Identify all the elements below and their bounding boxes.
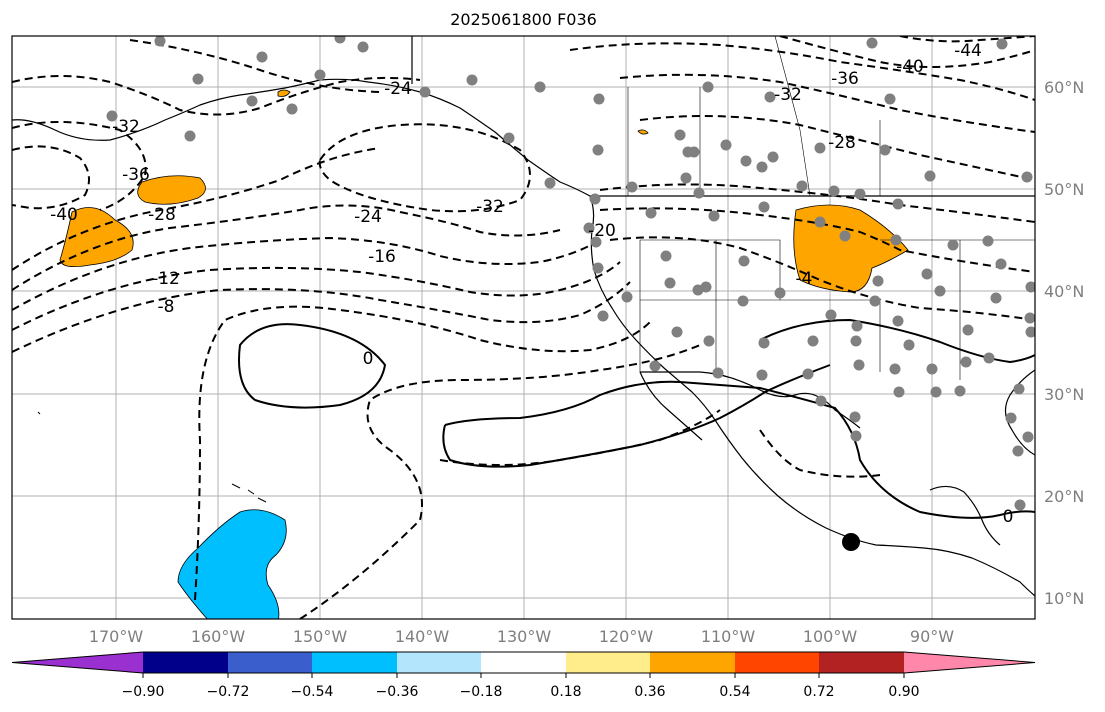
map-title: 2025061800 F036	[450, 10, 597, 29]
colorbar-segment	[143, 652, 228, 673]
colorbar-segment	[735, 652, 819, 673]
contour-label: -8	[158, 297, 175, 317]
lat-label: 40°N	[1044, 282, 1085, 301]
colorbar	[11, 651, 1036, 678]
orange-region-bering	[59, 207, 134, 268]
contour-label: -24	[354, 207, 382, 227]
colorbar-segment	[819, 652, 904, 673]
contour-label: -36	[831, 69, 859, 89]
contour-label: -4	[796, 269, 813, 289]
contour-label: -32	[112, 117, 140, 137]
lat-label: 20°N	[1044, 487, 1085, 506]
map-border	[11, 35, 1036, 620]
colorbar-segment	[650, 652, 735, 673]
lon-label: 170°W	[88, 627, 144, 646]
contour-label: -16	[368, 247, 396, 267]
lon-label: 120°W	[598, 627, 654, 646]
lon-label: 110°W	[700, 627, 756, 646]
colorbar-segment	[312, 652, 397, 673]
colorbar-segment	[481, 652, 566, 673]
colorbar-segment	[566, 652, 650, 673]
islands	[37, 411, 267, 503]
contour-label: -44	[954, 41, 982, 61]
colorbar-segment-high-extend	[904, 652, 1035, 673]
lat-label: 30°N	[1044, 385, 1085, 404]
colorbar-label: 0.18	[550, 684, 582, 700]
orange-spot-alaska	[277, 89, 291, 97]
lon-label: 140°W	[394, 627, 450, 646]
colorbar-segment	[228, 652, 312, 673]
contour-label: -28	[828, 133, 856, 153]
lon-label: 100°W	[802, 627, 858, 646]
contours-negative	[12, 36, 1035, 619]
contour-label: -20	[588, 221, 616, 241]
colorbar-segment	[397, 652, 481, 673]
contour-label: -32	[476, 197, 504, 217]
colorbar-label: −0.36	[375, 684, 419, 700]
contour-labels: -44 -40 -40 -36 -36 -32 -32 -32 -28 -28 …	[50, 41, 1013, 527]
colorbar-label: 0.72	[803, 684, 835, 700]
contour-label: -28	[148, 205, 176, 225]
contour-label: -40	[896, 57, 924, 77]
contour-label: 0	[363, 349, 374, 369]
colorbar-label: 0.54	[719, 684, 751, 700]
lat-label: 50°N	[1044, 180, 1085, 199]
colorbar-label: −0.72	[206, 684, 250, 700]
colorbar-label: 0.90	[888, 684, 920, 700]
contour-label: 0	[1003, 507, 1014, 527]
contour-label: -36	[122, 165, 150, 185]
lat-label: 60°N	[1044, 78, 1085, 97]
blue-region-pacific	[177, 509, 287, 619]
contours-zero	[238, 318, 1035, 519]
contour-label: -24	[384, 79, 412, 99]
contour-label: -12	[152, 269, 180, 289]
contour-label: -40	[50, 205, 78, 225]
colorbar-label: −0.54	[290, 684, 334, 700]
lon-label: 90°W	[909, 627, 955, 646]
stations	[106, 36, 1035, 511]
orange-region-aleutian	[137, 175, 206, 205]
black-station-marker	[842, 533, 860, 551]
orange-spot-canada	[637, 129, 649, 135]
colorbar-label: −0.90	[121, 684, 165, 700]
colorbar-label: −0.18	[459, 684, 503, 700]
lon-label: 150°W	[292, 627, 348, 646]
gridlines	[12, 36, 1035, 619]
lon-label: 160°W	[190, 627, 246, 646]
colorbar-segment-low-extend	[12, 652, 143, 673]
contour-label: -32	[774, 85, 802, 105]
lat-label: 10°N	[1044, 589, 1085, 608]
colorbar-label: 0.36	[634, 684, 666, 700]
lon-label: 130°W	[496, 627, 552, 646]
